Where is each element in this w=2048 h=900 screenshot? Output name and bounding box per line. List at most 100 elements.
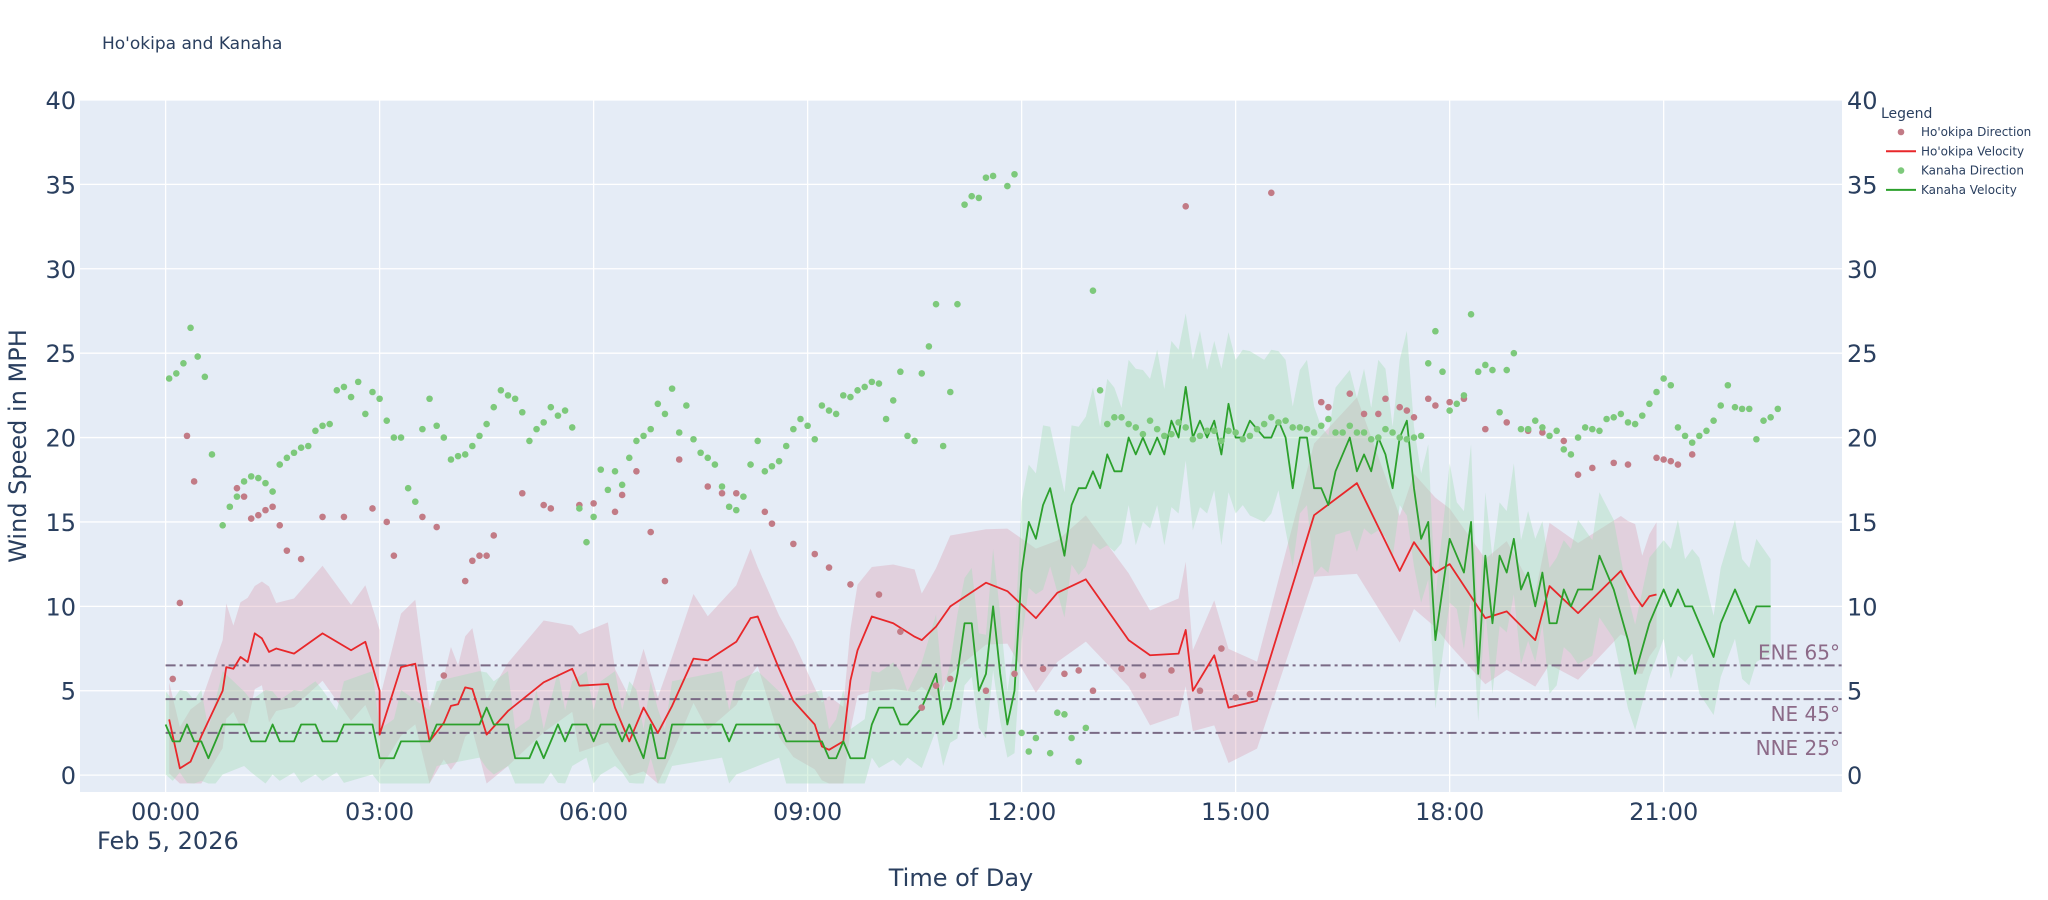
direction-point [447,456,455,463]
direction-point [208,451,216,458]
direction-point [233,493,241,500]
direction-point [818,402,826,409]
direction-point [1517,425,1525,433]
direction-point [518,408,526,416]
direction-point [1168,667,1175,674]
plot-area [80,100,1842,792]
direction-point [768,520,776,527]
direction-point [1624,419,1632,426]
direction-point [754,437,761,445]
direction-point [704,483,712,490]
direction-point [1203,427,1211,435]
direction-point [1046,749,1054,757]
direction-point [1753,435,1760,443]
direction-point [1574,434,1582,441]
direction-point [1011,670,1018,678]
direction-point [226,503,234,511]
x-tick-label: 12:00 [987,798,1056,826]
legend-label: Kanaha Velocity [1921,183,2017,197]
direction-point [618,481,626,489]
direction-point [1681,432,1689,440]
y-tick-label-right: 10 [1847,593,1878,621]
gridlines [80,99,1842,792]
direction-point [547,403,555,411]
direction-point [790,425,797,433]
direction-point [1724,381,1732,389]
direction-point [1103,420,1111,428]
y-tick-label-left: 25 [45,340,76,368]
y-tick-label-left: 20 [45,425,76,453]
direction-point [240,493,248,500]
direction-point [469,442,476,450]
direction-point [847,393,854,401]
direction-point [761,508,769,516]
direction-point [1068,734,1075,742]
direction-point [433,422,440,430]
direction-point [804,422,811,430]
direction-point [1589,425,1596,433]
y-tick-label-right: 5 [1847,678,1862,706]
x-tick-label: 21:00 [1629,798,1698,826]
legend-marker [1897,167,1905,174]
velocity-bands [165,313,1771,784]
direction-point [1553,427,1560,435]
direction-point [597,466,605,473]
direction-point [1111,414,1118,421]
direction-point [1325,415,1332,423]
direction-point [1396,434,1404,441]
direction-point [255,511,262,519]
direction-point [383,518,391,526]
direction-point [768,462,776,470]
direction-point [611,468,619,475]
direction-point [825,407,833,414]
direction-point [1731,403,1739,411]
legend-label: Ho'okipa Direction [1921,125,2031,139]
direction-point [1567,451,1575,458]
y-axis-left: 0 5 10 15 20 25 30 35 40 [45,87,76,790]
direction-point [1253,425,1261,433]
direction-point [1275,419,1282,426]
direction-point [340,513,348,521]
direction-point [312,427,319,435]
direction-point [761,468,769,475]
direction-point [704,454,712,462]
direction-point [1089,687,1097,695]
direction-point [283,547,291,554]
direction-point [1175,419,1182,426]
x-tick-label: 15:00 [1201,798,1270,826]
direction-point [854,387,861,394]
direction-point [1096,387,1104,394]
direction-point [511,395,519,403]
direction-point [476,432,483,440]
direction-point [875,591,883,598]
direction-point [590,500,597,507]
direction-point [518,489,526,497]
direction-point [390,434,398,441]
direction-point [1246,432,1254,440]
direction-point [1011,170,1018,178]
direction-point [946,675,954,683]
direction-point [861,383,868,391]
direction-point [1424,395,1432,403]
direction-point [1161,432,1168,440]
direction-point [1467,311,1475,318]
direction-point [1196,687,1204,695]
direction-point [1503,419,1511,426]
direction-point [1082,724,1090,732]
y-tick-label-right: 35 [1847,171,1878,199]
y-axis-title: Wind Speed in MPH [4,329,32,563]
velocity-lines [164,386,1771,770]
direction-point [1646,400,1653,408]
direction-point [1232,429,1239,436]
direction-point [1745,405,1753,413]
direction-point [790,540,797,548]
direction-point [1417,432,1425,440]
direction-point [1268,189,1275,197]
y-tick-label-right: 25 [1847,340,1878,368]
direction-point [1246,690,1254,698]
direction-point [740,493,747,500]
direction-point [454,452,462,460]
direction-point [1703,427,1710,435]
direction-point [1182,424,1190,431]
direction-point [1560,437,1568,445]
